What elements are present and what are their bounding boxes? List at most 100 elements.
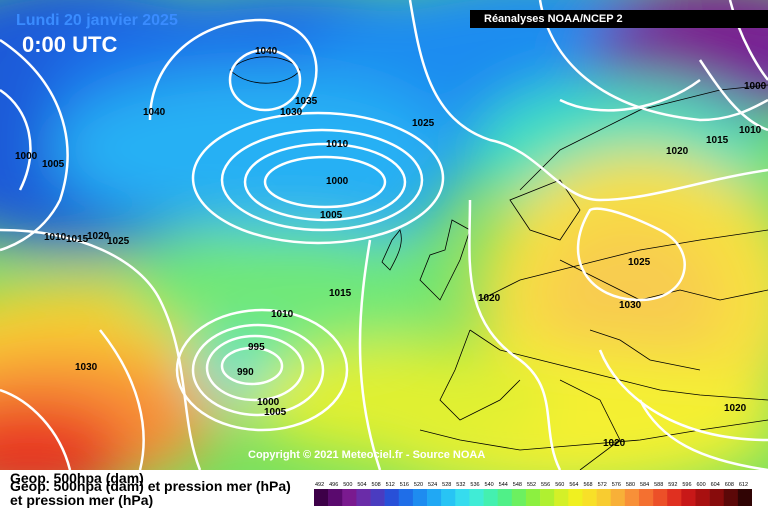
isobar-label: 1040 — [255, 46, 278, 57]
isobar-label: 1015 — [706, 135, 729, 146]
color-scale-swatch — [370, 489, 385, 506]
isobar-label: 1025 — [107, 236, 130, 247]
color-scale-swatch — [568, 489, 583, 506]
legend-caption: Geop. 500hpa (dam) — [10, 470, 144, 486]
color-scale-swatch — [497, 489, 513, 506]
data-source-banner: Réanalyses NOAA/NCEP 2 — [470, 10, 768, 28]
color-scale-label: 500 — [343, 482, 352, 488]
legend-caption-units: et pression mer (hPa) — [10, 492, 154, 508]
color-scale-swatch — [384, 489, 400, 506]
color-scale-label: 560 — [555, 482, 564, 488]
color-scale-swatch — [723, 489, 739, 506]
color-scale-swatch — [356, 489, 371, 506]
color-scale-label: 600 — [696, 482, 705, 488]
isobar-label: 1000 — [326, 176, 349, 187]
color-scale-label: 564 — [569, 482, 578, 488]
color-scale-swatch — [328, 489, 343, 506]
isobar-label: 995 — [248, 342, 265, 353]
isobar-label: 1020 — [87, 231, 110, 242]
color-scale-label: 512 — [386, 482, 395, 488]
isobar-label: 990 — [237, 367, 254, 378]
color-scale-swatch — [596, 489, 612, 506]
color-scale-label: 528 — [442, 482, 451, 488]
color-scale-label: 540 — [485, 482, 494, 488]
map-date: Lundi 20 janvier 2025 — [16, 12, 178, 29]
isobar-label: 1030 — [75, 362, 98, 373]
color-scale-swatch — [582, 489, 597, 506]
color-scale-label: 604 — [711, 482, 720, 488]
color-scale-swatch — [441, 489, 456, 506]
isobar-label: 1000 — [257, 397, 280, 408]
copyright-notice: Copyright © 2021 Meteociel.fr - Source N… — [248, 449, 486, 461]
color-scale-label: 496 — [329, 482, 338, 488]
color-scale-swatch — [455, 489, 470, 506]
geopotential-field: 1040 1040 1035 1030 1025 1010 1000 1005 … — [0, 0, 768, 470]
color-scale-label: 580 — [626, 482, 635, 488]
color-scale-label: 544 — [499, 482, 508, 488]
color-scale-swatch — [412, 489, 428, 506]
color-scale-label: 556 — [541, 482, 550, 488]
color-scale-label: 536 — [470, 482, 479, 488]
color-scale-swatch — [667, 489, 682, 506]
color-scale-label: 492 — [315, 482, 324, 488]
isobar-label: 1030 — [619, 300, 642, 311]
color-scale-label: 552 — [527, 482, 536, 488]
isobar-lines — [0, 0, 768, 470]
isobar-label: 1025 — [412, 118, 435, 129]
isobar-label: 1035 — [295, 96, 318, 107]
color-scale-label: 516 — [400, 482, 409, 488]
color-scale-label: 596 — [682, 482, 691, 488]
isobar-label: 1015 — [329, 288, 352, 299]
color-scale-label: 520 — [414, 482, 423, 488]
color-scale-swatch — [695, 489, 710, 506]
isobar-label: 1025 — [628, 257, 651, 268]
isobar-label: 1010 — [44, 232, 67, 243]
color-scale-label: 608 — [725, 482, 734, 488]
color-scale-label: 592 — [668, 482, 677, 488]
isobar-label: 1010 — [326, 139, 349, 150]
color-scale-swatch — [469, 489, 484, 506]
isobar-label: 1000 — [15, 151, 38, 162]
color-scale-swatch — [511, 489, 527, 506]
color-scale-label: 584 — [640, 482, 649, 488]
pressure-geopotential-map: 1040 1040 1035 1030 1025 1010 1000 1005 … — [0, 0, 768, 470]
color-scale-label: 588 — [654, 482, 663, 488]
color-scale-swatch — [681, 489, 696, 506]
isobar-label: 1020 — [724, 403, 747, 414]
isobar-label: 1020 — [478, 293, 501, 304]
isobar-label: 1005 — [264, 407, 287, 418]
isobar-label: 1010 — [739, 125, 762, 136]
color-scale-swatch — [483, 489, 498, 506]
color-scale-label: 576 — [612, 482, 621, 488]
color-scale-label: 508 — [372, 482, 381, 488]
color-scale-swatch — [554, 489, 569, 506]
color-scale-swatch — [342, 489, 357, 506]
isobar-label: 1005 — [42, 159, 65, 170]
isobar-label: 1020 — [603, 438, 626, 449]
legend-caption-full: Geop. 500hpa (dam) et pression mer (hPa) — [10, 478, 291, 494]
color-scale-label: 568 — [583, 482, 592, 488]
color-scale-swatch — [314, 489, 329, 506]
color-scale: 492 496 500 504 508 512 516 520 524 528 532 536 540 5… — [314, 482, 752, 506]
color-scale-swatch — [737, 489, 752, 506]
color-scale-swatch — [610, 489, 626, 506]
isobar-label: 1020 — [666, 146, 689, 157]
isobar-label: 1005 — [320, 210, 343, 221]
isobar-labels: 1040 1040 1035 1030 1025 1010 1000 1005 … — [15, 46, 767, 449]
color-scale-swatch — [540, 489, 555, 506]
isobar-label: 1015 — [66, 234, 89, 245]
isobar-label: 1030 — [280, 107, 303, 118]
color-scale-swatch — [398, 489, 414, 506]
color-scale-swatch — [638, 489, 654, 506]
color-scale-swatch — [653, 489, 668, 506]
color-scale-label: 612 — [739, 482, 748, 488]
color-scale-label: 504 — [357, 482, 366, 488]
color-scale-label: 572 — [598, 482, 607, 488]
color-scale-swatch — [427, 489, 442, 506]
color-scale-swatch — [624, 489, 640, 506]
map-time: 0:00 UTC — [22, 32, 118, 57]
color-scale-label: 524 — [428, 482, 437, 488]
isobar-label: 1040 — [143, 107, 166, 118]
isobar-label: 1010 — [271, 309, 294, 320]
